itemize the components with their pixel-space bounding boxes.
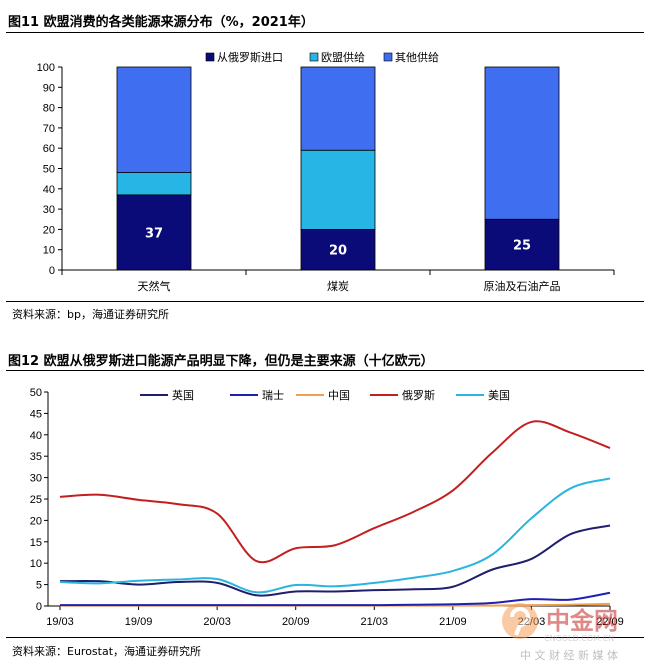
y-tick-label: 30 (30, 473, 42, 485)
y-tick-label: 20 (30, 515, 42, 527)
figure2-title: 图12 欧盟从俄罗斯进口能源产品明显下降，但仍是主要来源（十亿欧元） (8, 354, 434, 369)
data-label: 25 (513, 239, 531, 254)
legend-label: 瑞士 (262, 388, 284, 402)
series-line-1 (59, 524, 611, 597)
legend-label: 中国 (328, 389, 350, 402)
watermark-brand: 中金网 (546, 607, 618, 635)
y-tick-label: 15 (30, 537, 42, 549)
data-label: 20 (329, 244, 347, 259)
bar-segment-2 (116, 172, 192, 196)
y-tick-label: 40 (30, 430, 42, 442)
y-tick-label: 50 (43, 164, 55, 176)
legend-swatch (309, 52, 319, 62)
y-tick-label: 100 (37, 62, 55, 74)
figure1-bottom-rule (6, 301, 644, 302)
series-line-5 (59, 477, 611, 594)
data-label: 37 (145, 226, 163, 241)
legend-label: 欧盟供给 (321, 50, 365, 64)
legend-swatch (205, 52, 215, 62)
y-tick-label: 35 (30, 451, 42, 463)
figure2-bottom-rule (6, 637, 644, 638)
series-line-2 (60, 591, 611, 607)
y-tick-label: 10 (43, 245, 55, 257)
x-tick-label: 19/03 (46, 616, 74, 628)
x-tick-label: 20/09 (282, 616, 310, 628)
figure1-title: 图11 欧盟消费的各类能源来源分布（%，2021年） (8, 15, 314, 30)
legend-label: 美国 (488, 389, 510, 402)
y-tick-label: 80 (43, 103, 55, 115)
figure1-top-rule (6, 32, 644, 33)
y-tick-label: 70 (43, 123, 55, 135)
bar-segment-1 (484, 218, 560, 271)
x-tick-label: 19/09 (125, 616, 153, 628)
y-tick-label: 30 (43, 204, 55, 216)
figure1-source: 资料来源：bp，海通证券研究所 (12, 308, 169, 321)
y-tick-label: 90 (43, 82, 55, 94)
y-tick-label: 5 (36, 580, 42, 592)
y-tick-label: 50 (30, 387, 42, 399)
bar-segment-1 (116, 194, 192, 271)
y-tick-label: 10 (30, 558, 42, 570)
legend-label: 俄罗斯 (402, 389, 435, 402)
series-line-4 (59, 420, 611, 564)
y-tick-label: 60 (43, 143, 55, 155)
watermark-tagline: 中 文 财 经 新 媒 体 (520, 648, 618, 662)
category-label: 煤炭 (327, 280, 349, 293)
cngold-watermark-logo: 中金网 CNGOLD.COM.CN 中 文 财 经 新 媒 体 (502, 603, 618, 662)
watermark-url: CNGOLD.COM.CN (544, 634, 614, 643)
figure1-stacked-bar-chart: 0 10 20 30 40 50 60 70 80 90 100 37 天然气 20 煤炭 25 原油及石油产品… (37, 50, 615, 293)
category-label: 原油及石油产品 (484, 279, 561, 293)
y-tick-label: 20 (43, 224, 55, 236)
legend-swatch (383, 52, 393, 62)
x-tick-label: 22/09 (596, 616, 624, 628)
legend-label: 从俄罗斯进口 (217, 51, 283, 64)
x-tick-label: 21/09 (439, 616, 467, 628)
bar-segment-2 (300, 149, 376, 230)
bar-segment-3 (116, 66, 192, 173)
figure2-source: 资料来源：Eurostat，海通证券研究所 (12, 645, 202, 658)
bar-segment-3 (484, 66, 560, 220)
y-tick-label: 0 (49, 265, 55, 277)
category-label: 天然气 (138, 279, 171, 293)
x-tick-label: 20/03 (203, 616, 231, 628)
legend-label: 其他供给 (395, 50, 439, 64)
legend-label: 英国 (172, 388, 194, 402)
figure2-top-rule (6, 370, 644, 371)
bar-segment-3 (300, 66, 376, 151)
y-tick-label: 0 (36, 601, 42, 613)
bar-segment-1 (300, 228, 376, 271)
y-tick-label: 40 (43, 184, 55, 196)
y-tick-label: 45 (30, 408, 42, 420)
x-tick-label: 21/03 (361, 616, 389, 628)
y-tick-label: 25 (30, 494, 42, 506)
figure2-line-chart: 0 5 10 15 20 25 30 35 40 45 50 19/03 19/09 20/03 20/09… (30, 387, 624, 628)
